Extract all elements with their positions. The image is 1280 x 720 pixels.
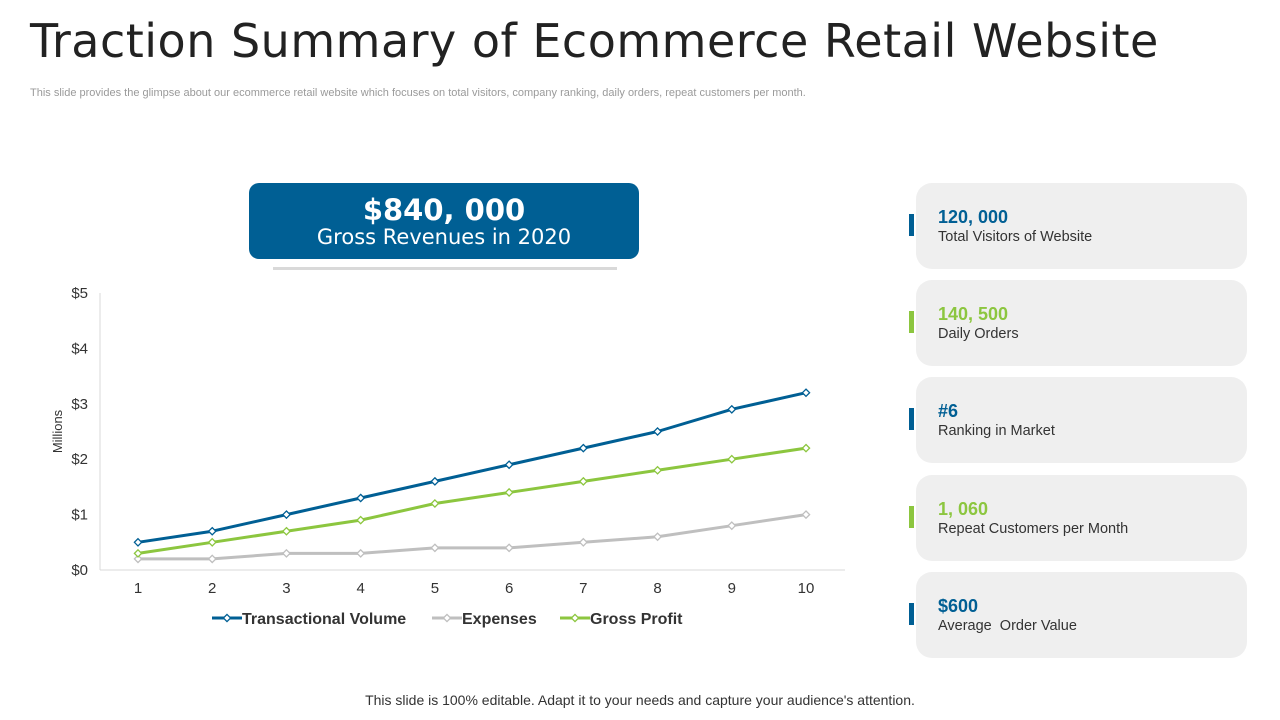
data-point	[281, 548, 291, 558]
y-tick-label: $1	[71, 507, 88, 524]
data-point	[207, 537, 217, 547]
x-tick-label: 7	[579, 580, 587, 597]
kpi-marker-orders	[909, 311, 919, 333]
kpi-card-orders: 140, 500 Daily Orders	[916, 280, 1247, 366]
data-point	[578, 443, 588, 453]
data-point	[356, 493, 366, 503]
x-tick-label: 9	[728, 580, 736, 597]
kpi-value-visitors: 120, 000	[938, 207, 1009, 227]
y-tick-label: $5	[71, 285, 88, 302]
data-point	[653, 465, 663, 475]
y-tick-label: $4	[71, 340, 88, 357]
kpi-value-order-value: $600	[938, 596, 979, 616]
kpi-marker-repeat-customers	[909, 506, 919, 528]
data-point	[578, 476, 588, 486]
series-line	[137, 446, 807, 555]
kpi-value-orders: 140, 500	[938, 304, 1009, 324]
data-point	[801, 443, 811, 453]
legend-label: Transactional Volume	[242, 611, 406, 628]
x-tick-label: 10	[798, 580, 815, 597]
x-tick-label: 3	[282, 580, 290, 597]
legend-marker	[222, 613, 232, 623]
data-point	[281, 510, 291, 520]
kpi-label-visitors: Total Visitors of Website	[938, 229, 1093, 245]
x-tick-label: 8	[653, 580, 661, 597]
legend-label: Expenses	[462, 611, 537, 628]
y-tick-label: $0	[71, 562, 88, 579]
data-point	[504, 487, 514, 497]
data-point	[430, 499, 440, 509]
footer-note: This slide is 100% editable. Adapt it to…	[365, 692, 915, 708]
kpi-marker-ranking	[909, 408, 919, 430]
data-point	[727, 521, 737, 531]
y-tick-label: $2	[71, 451, 88, 468]
data-point	[430, 476, 440, 486]
kpi-card-visitors: 120, 000 Total Visitors of Website	[916, 183, 1247, 269]
data-point	[727, 454, 737, 464]
data-point	[281, 526, 291, 536]
kpi-value-ranking: #6	[938, 401, 959, 421]
x-tick-label: 1	[134, 580, 142, 597]
kpi-card-repeat-customers: 1, 060 Repeat Customers per Month	[916, 475, 1247, 561]
legend-marker	[442, 613, 452, 623]
x-tick-label: 2	[208, 580, 216, 597]
data-point	[653, 532, 663, 542]
data-point	[133, 548, 143, 558]
series-line	[138, 513, 807, 561]
data-point	[133, 537, 143, 547]
gross-revenue-banner: $840, 000 Gross Revenues in 2020	[249, 183, 639, 259]
kpi-marker-visitors	[909, 214, 919, 236]
data-point	[356, 515, 366, 525]
series-line	[137, 391, 807, 544]
data-point	[727, 404, 737, 414]
gross-revenue-value: $840, 000	[362, 193, 526, 227]
x-tick-label: 5	[431, 580, 439, 597]
data-point	[801, 388, 811, 398]
data-point	[504, 460, 514, 470]
kpi-marker-order-value	[909, 603, 919, 625]
x-tick-label: 6	[505, 580, 513, 597]
kpi-label-orders: Daily Orders	[938, 326, 1019, 342]
kpi-label-repeat-customers: Repeat Customers per Month	[938, 521, 1129, 537]
y-axis-title: Millions	[50, 409, 65, 453]
data-point	[430, 543, 440, 553]
banner-underline	[273, 267, 617, 270]
page-title: Traction Summary of Ecommerce Retail Web…	[30, 14, 1159, 68]
x-tick-label: 4	[356, 580, 364, 597]
data-point	[504, 543, 514, 553]
gross-revenue-label: Gross Revenues in 2020	[316, 225, 572, 249]
data-point	[207, 526, 217, 536]
line-chart: $0 $1 $2 $3 $4 $5 Millions 1 2 3 4 5 6 7 8 9 10 Transacti…	[50, 285, 845, 628]
data-point	[801, 510, 811, 520]
legend-marker	[570, 613, 580, 623]
legend-label: Gross Profit	[590, 611, 683, 628]
y-tick-label: $3	[71, 396, 88, 413]
kpi-label-ranking: Ranking in Market	[938, 423, 1055, 439]
kpi-card-order-value: $600 Average Order Value	[916, 572, 1247, 658]
data-point	[207, 554, 217, 564]
data-point	[133, 554, 143, 564]
kpi-card-ranking: #6 Ranking in Market	[916, 377, 1247, 463]
kpi-label-order-value: Average Order Value	[938, 618, 1077, 634]
kpi-value-repeat-customers: 1, 060	[938, 499, 989, 519]
data-point	[653, 426, 663, 437]
page-subtitle: This slide provides the glimpse about ou…	[30, 87, 806, 99]
data-point	[578, 537, 588, 547]
data-point	[356, 548, 366, 558]
